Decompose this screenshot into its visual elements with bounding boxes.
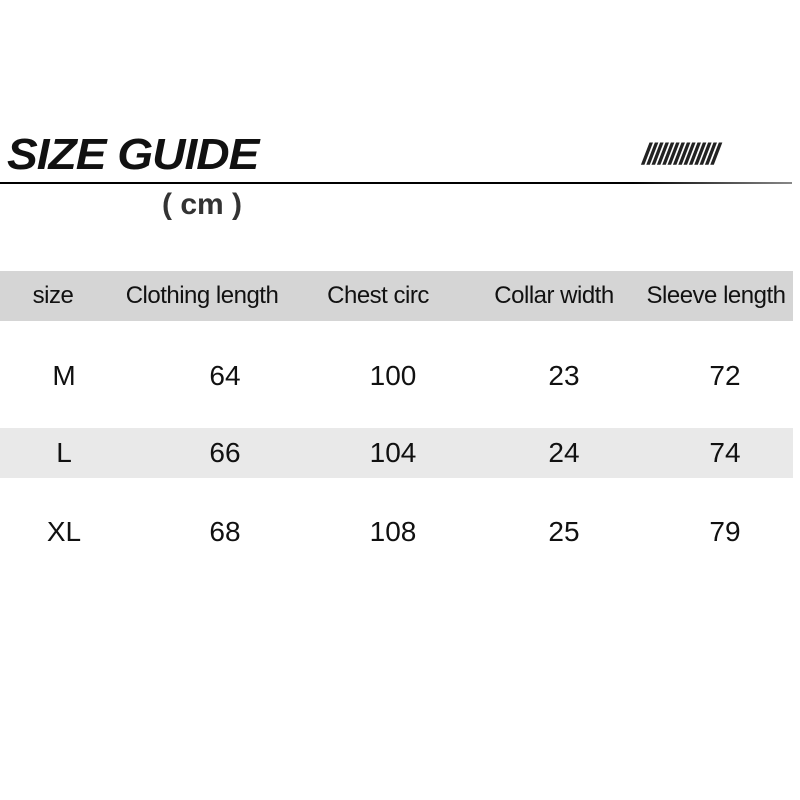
cell-collar-width: 25 — [548, 516, 580, 547]
header-chest-circ: Chest circ — [327, 282, 429, 309]
header-size: size — [32, 282, 74, 309]
cell-size: M — [52, 360, 76, 391]
table-row: L 66 104 24 74 — [0, 428, 793, 478]
cell-size: L — [56, 437, 72, 468]
header-sleeve-length: Sleeve length — [646, 282, 786, 309]
cell-clothing-length: 64 — [209, 360, 241, 391]
cell-collar-width: 24 — [548, 437, 580, 468]
table-header: size Clothing length Chest circ Collar w… — [0, 271, 793, 321]
cell-collar-width: 23 — [548, 360, 580, 391]
cell-size: XL — [46, 516, 82, 547]
header-collar-width: Collar width — [494, 282, 614, 309]
cell-clothing-length: 66 — [209, 437, 241, 468]
cell-chest-circ: 100 — [369, 360, 417, 391]
cell-sleeve-length: 79 — [709, 516, 741, 547]
divider — [0, 182, 792, 184]
unit-label: ( cm ) — [162, 188, 243, 221]
cell-clothing-length: 68 — [209, 516, 241, 547]
slash-decoration: ////////////// — [642, 138, 720, 171]
cell-chest-circ: 104 — [369, 437, 417, 468]
cell-sleeve-length: 74 — [709, 437, 741, 468]
header-clothing-length: Clothing length — [125, 282, 279, 309]
table-row: XL 68 108 25 79 — [0, 507, 793, 557]
table-row: M 64 100 23 72 — [0, 351, 793, 401]
page-title: SIZE GUIDE — [7, 130, 259, 179]
cell-sleeve-length: 72 — [709, 360, 741, 391]
cell-chest-circ: 108 — [369, 516, 417, 547]
